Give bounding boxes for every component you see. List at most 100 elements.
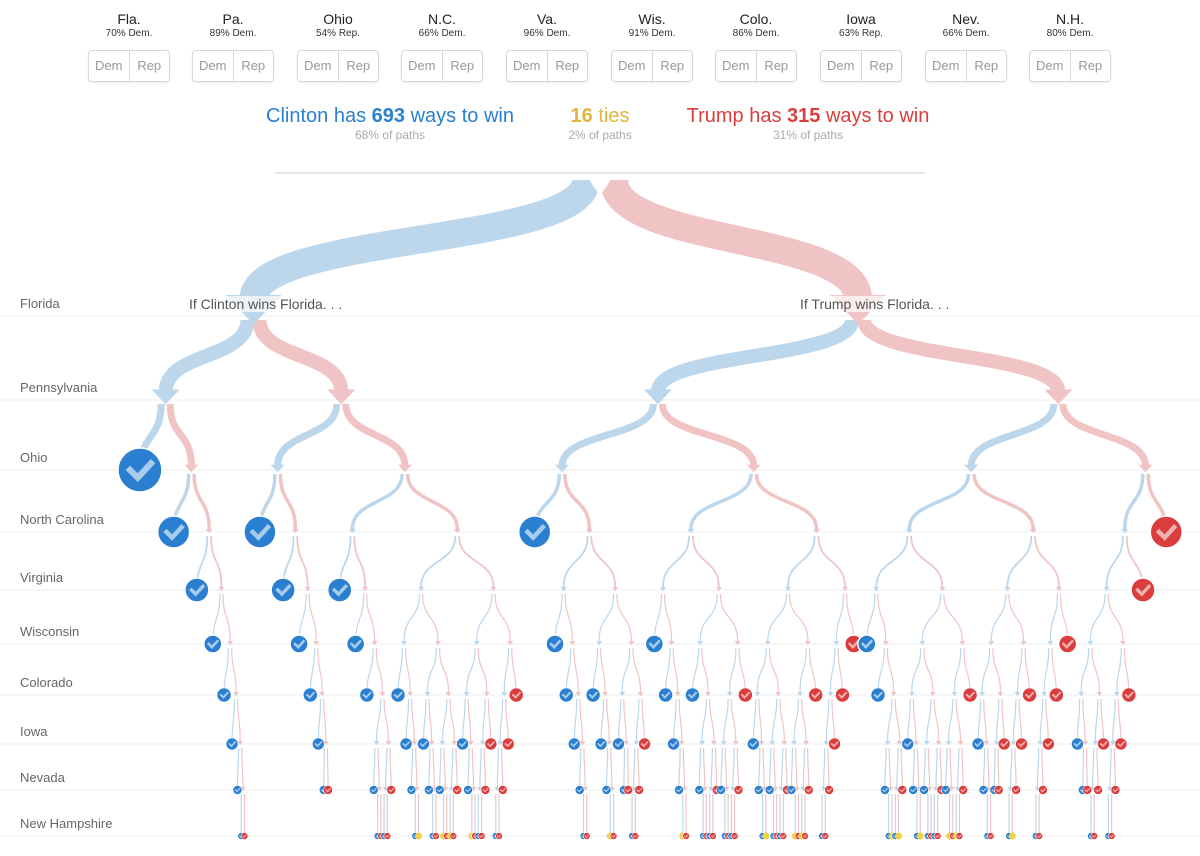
rep-button[interactable]: Rep — [651, 51, 693, 81]
clinton-branch — [650, 318, 860, 394]
clinton-branch — [562, 535, 589, 588]
clinton-branch — [758, 747, 761, 791]
trump-arrowhead — [327, 389, 356, 405]
rep-button[interactable]: Rep — [860, 51, 902, 81]
win-circle — [585, 687, 601, 703]
clinton-win-check-icon — [289, 634, 309, 654]
rep-button[interactable]: Rep — [337, 51, 379, 81]
clinton-branch — [579, 747, 582, 791]
dem-button[interactable]: Dem — [722, 58, 750, 73]
check-icon — [228, 741, 237, 748]
clinton-branch — [403, 593, 421, 642]
clinton-arrowhead — [401, 641, 408, 646]
trump-branch — [600, 177, 873, 302]
check-icon — [458, 741, 467, 748]
trump-win-check-icon — [582, 832, 591, 840]
rep-button[interactable]: Rep — [441, 51, 483, 81]
win-circle — [880, 785, 890, 795]
win-circle — [434, 785, 445, 795]
clinton-branch — [476, 593, 493, 642]
clinton-arrowhead — [964, 464, 979, 473]
trump-branch — [827, 747, 830, 791]
trump-branch — [610, 747, 613, 788]
trump-branch — [241, 747, 244, 788]
trump-win-check-icon — [609, 832, 618, 840]
rep-button[interactable]: Rep — [128, 51, 170, 81]
win-circle — [667, 737, 680, 751]
dem-button[interactable]: Dem — [95, 58, 123, 73]
check-icon — [826, 787, 833, 793]
win-circle — [117, 447, 163, 493]
rep-button[interactable]: Rep — [755, 51, 797, 81]
clinton-branch — [1092, 747, 1095, 788]
state-selector-bar: Fla. 70% Dem. Dem Rep Pa. 89% Dem. Dem Re… — [0, 0, 1200, 90]
win-circle — [406, 785, 417, 795]
clinton-branch — [1049, 593, 1058, 642]
clinton-branch — [701, 698, 708, 742]
clinton-win-check-icon — [243, 515, 277, 549]
win-circle — [631, 832, 640, 840]
state-name: N.C. — [428, 11, 456, 27]
dem-button[interactable]: Dem — [932, 58, 960, 73]
dem-button[interactable]: Dem — [408, 58, 436, 73]
clinton-branch — [635, 698, 640, 742]
trump-arrowhead — [1044, 389, 1073, 405]
clinton-branch — [558, 403, 657, 467]
trump-arrowhead — [705, 692, 712, 697]
trump-win-check-icon — [803, 785, 814, 795]
check-icon — [1112, 787, 1119, 793]
rep-button[interactable]: Rep — [1069, 51, 1111, 81]
trump-branch — [992, 647, 1001, 693]
clinton-branch — [977, 698, 982, 745]
trump-win-check-icon — [709, 832, 717, 840]
clinton-branch — [605, 747, 609, 791]
rep-button[interactable]: Rep — [232, 51, 274, 81]
check-icon — [1095, 787, 1102, 793]
trump-arrowhead — [612, 587, 619, 592]
dem-button[interactable]: Dem — [304, 58, 332, 73]
check-icon — [995, 787, 1002, 793]
win-circle — [323, 785, 333, 795]
clinton-branch — [699, 593, 718, 642]
check-icon — [1025, 691, 1035, 699]
clinton-branch — [995, 698, 1000, 742]
dem-button[interactable]: Dem — [513, 58, 541, 73]
dem-button[interactable]: Dem — [199, 58, 227, 73]
win-circle — [508, 687, 524, 703]
check-icon — [249, 524, 272, 541]
clinton-branch — [1082, 747, 1085, 791]
clinton-branch — [1006, 535, 1033, 588]
rep-button[interactable]: Rep — [546, 51, 588, 81]
check-icon — [419, 741, 428, 748]
rep-button[interactable]: Rep — [965, 51, 1007, 81]
clinton-win-check-icon — [857, 634, 877, 654]
trump-branch — [997, 747, 1000, 791]
trump-branch — [1008, 593, 1025, 642]
clinton-arrowhead — [1041, 692, 1048, 697]
win-circle — [203, 634, 223, 654]
trump-branch — [237, 698, 241, 742]
check-icon — [683, 834, 689, 838]
check-icon — [234, 787, 241, 793]
clinton-win-check-icon — [390, 687, 406, 703]
dem-button[interactable]: Dem — [1036, 58, 1064, 73]
clinton-branch — [732, 747, 735, 788]
trump-arrowhead — [579, 741, 586, 746]
trump-win-check-icon — [808, 687, 823, 703]
clinton-win-check-icon — [345, 634, 366, 654]
clinton-win-check-icon — [434, 785, 445, 795]
trump-arrowhead — [803, 741, 810, 746]
win-circle — [345, 634, 366, 654]
win-circle — [738, 687, 753, 703]
clinton-branch — [1112, 698, 1116, 742]
dem-button[interactable]: Dem — [618, 58, 646, 73]
dem-button[interactable]: Dem — [827, 58, 855, 73]
win-circle — [480, 785, 491, 795]
clinton-win-check-icon — [1071, 737, 1084, 751]
trump-branch — [231, 647, 237, 693]
clinton-branch — [982, 747, 986, 791]
clinton-arrowhead — [1047, 641, 1054, 646]
trump-branch — [1059, 403, 1150, 467]
trump-arrowhead — [227, 641, 234, 646]
